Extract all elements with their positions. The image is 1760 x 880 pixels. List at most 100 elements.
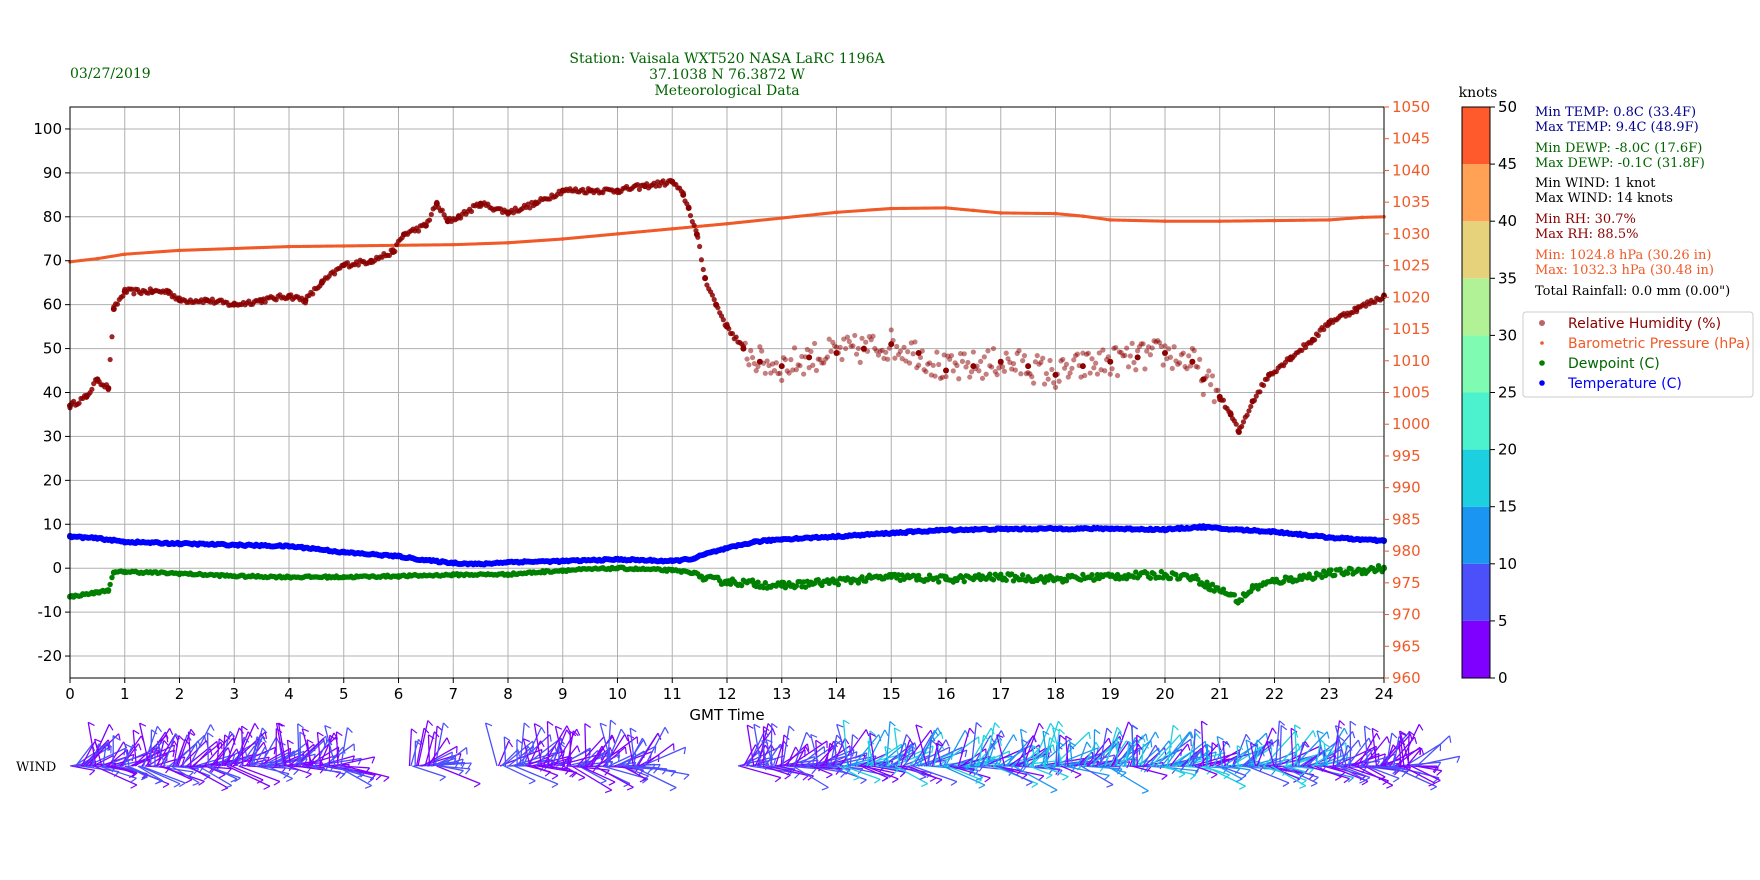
wind-barb-flag bbox=[920, 783, 928, 787]
data-marker bbox=[824, 354, 830, 360]
data-marker bbox=[888, 327, 894, 333]
x-tick-label: 24 bbox=[1374, 685, 1393, 703]
data-marker bbox=[1142, 366, 1148, 372]
data-marker bbox=[1180, 350, 1186, 356]
colorbar-tick-label: 25 bbox=[1498, 384, 1517, 402]
wind-barb-flag bbox=[1418, 724, 1424, 731]
stat-min-wind: Min WIND: 1 knot bbox=[1535, 176, 1656, 191]
wind-barb-flag bbox=[1025, 781, 1033, 787]
data-marker bbox=[1080, 571, 1086, 578]
data-point bbox=[1134, 354, 1141, 361]
wind-barb-flag bbox=[1391, 732, 1398, 739]
wind-barb-flag bbox=[905, 734, 912, 741]
data-marker bbox=[355, 262, 361, 268]
data-marker bbox=[1076, 362, 1082, 369]
data-marker bbox=[905, 349, 911, 355]
colorbar-swatch bbox=[1462, 164, 1490, 222]
data-marker bbox=[1018, 371, 1024, 377]
wind-barb bbox=[427, 734, 431, 767]
data-marker bbox=[1060, 356, 1066, 363]
data-marker bbox=[916, 362, 922, 368]
data-marker bbox=[917, 354, 924, 361]
wind-barb-flag bbox=[950, 781, 958, 786]
wind-barb bbox=[907, 765, 937, 779]
wind-barb-flag bbox=[969, 727, 975, 734]
data-marker bbox=[755, 579, 761, 585]
data-marker bbox=[897, 348, 903, 354]
data-marker bbox=[793, 583, 800, 589]
series-layer bbox=[67, 177, 1387, 606]
data-marker bbox=[698, 257, 705, 263]
wind-barb-flag bbox=[263, 785, 271, 790]
wind-barb-flag bbox=[1187, 743, 1191, 751]
right-tick-label: 985 bbox=[1392, 510, 1421, 528]
data-marker bbox=[936, 361, 942, 368]
data-marker bbox=[724, 321, 730, 327]
wind-barb-flag bbox=[1244, 769, 1251, 776]
station-title-line2: 37.1038 N 76.3872 W bbox=[649, 67, 805, 83]
data-marker bbox=[961, 351, 967, 357]
data-marker bbox=[999, 364, 1006, 370]
data-marker bbox=[1344, 570, 1351, 576]
wind-barb-flag bbox=[784, 774, 791, 780]
x-tick-label: 14 bbox=[827, 685, 846, 703]
wind-barb-flag bbox=[1386, 736, 1390, 744]
wind-barb-flag bbox=[465, 747, 468, 755]
x-tick-label: 2 bbox=[175, 685, 185, 703]
wind-barb-flag bbox=[273, 780, 281, 786]
data-marker bbox=[1191, 348, 1197, 354]
data-marker bbox=[1184, 366, 1190, 372]
colorbar-tick-label: 40 bbox=[1498, 212, 1517, 230]
data-marker bbox=[105, 387, 111, 393]
wind-barb bbox=[1279, 725, 1282, 767]
right-tick-label: 995 bbox=[1392, 447, 1421, 465]
data-marker bbox=[779, 377, 785, 384]
data-marker bbox=[89, 386, 95, 392]
wind-barb-flag bbox=[860, 779, 867, 785]
data-marker bbox=[434, 199, 440, 205]
data-marker bbox=[906, 360, 913, 366]
data-marker bbox=[426, 217, 433, 223]
data-marker bbox=[1209, 373, 1216, 379]
wind-barb-flag bbox=[549, 734, 552, 742]
data-marker bbox=[1021, 353, 1028, 359]
wind-barb-flag bbox=[1154, 731, 1160, 739]
data-marker bbox=[733, 334, 739, 340]
data-marker bbox=[1147, 575, 1154, 581]
data-marker bbox=[1167, 354, 1174, 360]
data-marker bbox=[912, 339, 918, 345]
data-marker bbox=[1233, 421, 1239, 427]
data-marker bbox=[1257, 389, 1263, 395]
wind-barb-flag bbox=[1057, 720, 1064, 728]
data-marker bbox=[801, 371, 807, 377]
wind-barb bbox=[408, 728, 413, 767]
wind-barb-flag bbox=[1150, 740, 1153, 748]
data-marker bbox=[738, 582, 745, 589]
wind-barb-flag bbox=[929, 777, 937, 782]
data-marker bbox=[979, 375, 986, 381]
data-marker bbox=[310, 291, 316, 297]
wind-barb-flag bbox=[169, 728, 174, 735]
wind-barb-flag bbox=[198, 780, 205, 786]
data-marker bbox=[810, 362, 816, 368]
x-tick-label: 18 bbox=[1046, 685, 1065, 703]
data-marker bbox=[1239, 423, 1245, 430]
data-marker bbox=[990, 577, 997, 583]
data-marker bbox=[1208, 382, 1214, 388]
wind-barb-flag bbox=[241, 725, 248, 731]
wind-barb-flag bbox=[826, 774, 833, 779]
data-marker bbox=[786, 370, 792, 376]
wind-barb-flag bbox=[218, 773, 226, 779]
wind-barb-flag bbox=[1279, 720, 1286, 726]
wind-barbs-panel: WIND bbox=[16, 719, 1461, 794]
data-marker bbox=[859, 574, 865, 580]
wind-barb-flag bbox=[1145, 733, 1149, 741]
wind-barb-flag bbox=[884, 729, 889, 737]
data-marker bbox=[934, 349, 940, 355]
wind-barb bbox=[1336, 736, 1340, 767]
wind-barb-flag bbox=[457, 770, 464, 776]
wind-barb-flag bbox=[297, 723, 304, 729]
data-marker bbox=[1089, 356, 1095, 362]
data-marker bbox=[959, 358, 966, 364]
